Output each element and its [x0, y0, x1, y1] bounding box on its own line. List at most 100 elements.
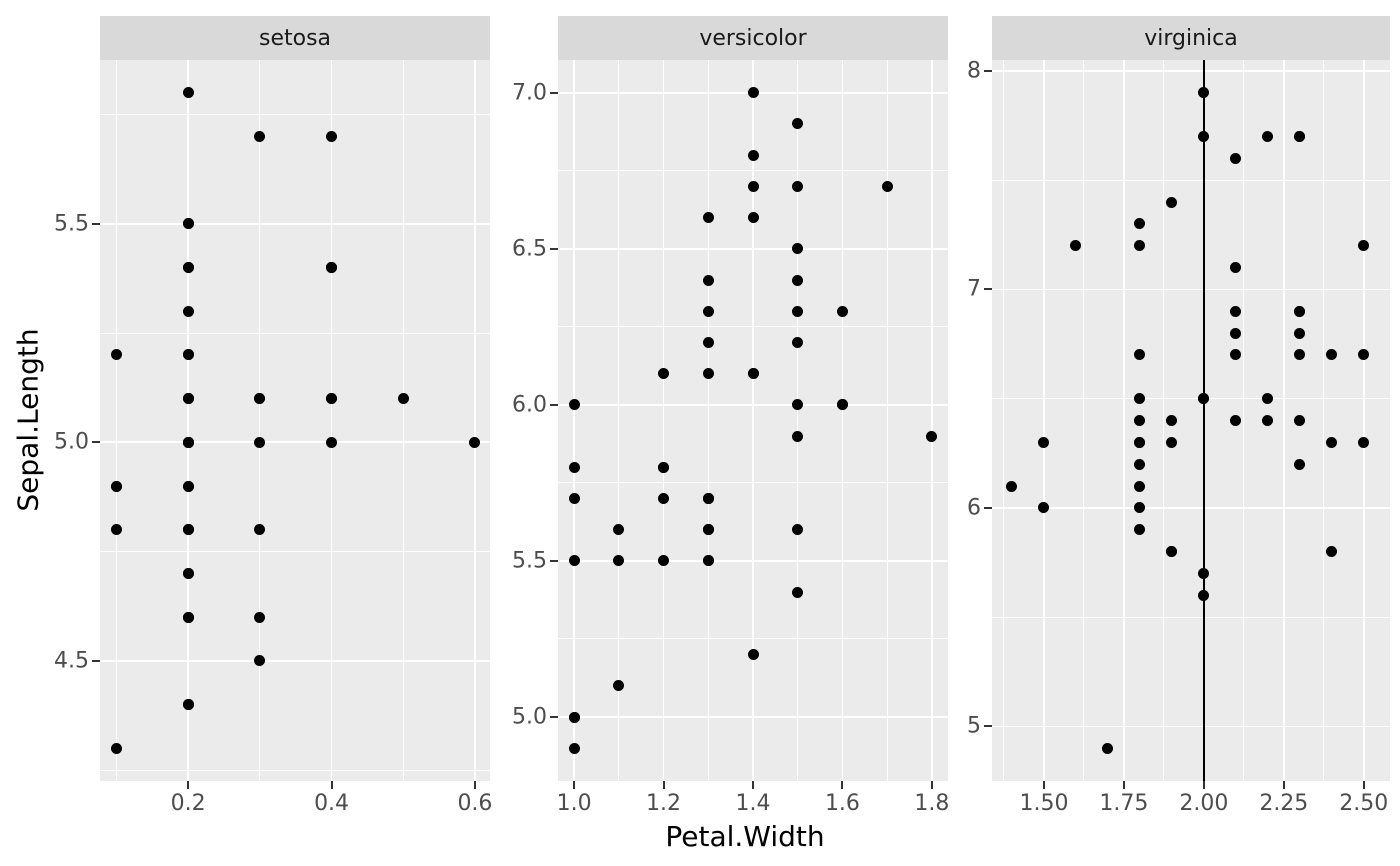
data-point: [1262, 130, 1274, 142]
data-point: [1038, 436, 1050, 448]
data-point: [1294, 327, 1306, 339]
x-tick-label: 1.0: [556, 791, 592, 816]
data-point: [1134, 218, 1146, 230]
data-point: [702, 212, 714, 224]
minor-gridline-h: [992, 398, 1390, 400]
y-tick-mark: [984, 725, 992, 728]
data-point: [254, 655, 266, 667]
data-point: [792, 336, 804, 348]
data-point: [1134, 436, 1146, 448]
data-point: [702, 305, 714, 317]
data-point: [792, 243, 804, 255]
y-tick-mark: [984, 69, 992, 72]
major-gridline-h: [558, 247, 948, 250]
data-point: [1134, 524, 1146, 536]
data-point: [702, 524, 714, 536]
data-point: [182, 436, 194, 448]
x-tick-mark: [930, 781, 933, 789]
data-point: [658, 461, 670, 473]
y-tick-label: 5.0: [512, 704, 547, 730]
data-point: [1230, 152, 1242, 164]
major-gridline-v: [187, 60, 190, 781]
x-tick-label: 0.6: [457, 791, 493, 816]
x-tick-label: 1.50: [1019, 791, 1069, 816]
minor-gridline-h: [100, 551, 490, 553]
data-point: [469, 436, 481, 448]
data-point: [792, 586, 804, 598]
data-point: [182, 480, 194, 492]
data-point: [1198, 567, 1210, 579]
major-gridline-h: [992, 725, 1390, 728]
y-tick-mark: [550, 716, 558, 718]
data-point: [568, 461, 580, 473]
x-tick-mark: [1122, 781, 1125, 789]
y-tick-label: 5.5: [54, 211, 89, 237]
data-point: [702, 274, 714, 286]
data-point: [1294, 305, 1306, 317]
data-point: [1198, 393, 1210, 405]
x-tick-mark: [1362, 781, 1365, 789]
y-tick-mark: [984, 288, 992, 291]
major-gridline-h: [100, 441, 490, 444]
minor-gridline-h: [100, 769, 490, 771]
data-point: [1134, 415, 1146, 426]
major-gridline-h: [558, 404, 948, 406]
data-point: [1134, 240, 1146, 252]
data-point: [1134, 480, 1146, 492]
data-point: [326, 436, 338, 448]
minor-gridline-v: [1243, 60, 1245, 781]
data-point: [1134, 458, 1146, 470]
strip-label: virginica: [1144, 25, 1238, 51]
data-point: [747, 649, 759, 661]
data-point: [1038, 502, 1050, 514]
data-point: [1358, 436, 1370, 448]
y-tick-label: 8: [967, 58, 981, 84]
data-point: [1262, 393, 1274, 405]
data-point: [182, 305, 194, 317]
strip-label: setosa: [258, 25, 332, 51]
data-point: [1134, 349, 1146, 361]
data-point: [702, 336, 714, 348]
minor-gridline-h: [100, 332, 490, 334]
major-gridline-v: [662, 60, 665, 781]
data-point: [1230, 327, 1242, 339]
x-tick-mark: [841, 781, 844, 789]
major-gridline-v: [1123, 60, 1125, 781]
data-point: [326, 262, 338, 274]
minor-gridline-v: [402, 60, 404, 781]
y-tick-label: 6.5: [512, 236, 547, 262]
x-tick-label: 2.00: [1179, 791, 1229, 816]
data-point: [568, 399, 580, 411]
data-point: [254, 393, 266, 405]
data-point: [182, 218, 194, 230]
data-point: [747, 368, 759, 380]
facet-panel-virginica: [992, 60, 1390, 781]
data-point: [1230, 349, 1242, 361]
major-gridline-v: [1043, 60, 1045, 781]
data-point: [702, 493, 714, 505]
y-axis-title: Sepal.Length: [11, 328, 45, 512]
data-point: [747, 87, 759, 99]
data-point: [1326, 546, 1338, 558]
data-point: [702, 368, 714, 380]
x-tick-label: 0.4: [314, 791, 350, 816]
y-tick-label: 5: [967, 713, 981, 739]
facet-panel-setosa: [100, 60, 490, 781]
data-point: [792, 305, 804, 317]
data-point: [1166, 196, 1178, 208]
data-point: [1134, 502, 1146, 514]
minor-gridline-h: [992, 179, 1390, 181]
major-gridline-v: [1362, 60, 1365, 781]
data-point: [1198, 87, 1210, 99]
x-tick-mark: [573, 781, 576, 789]
data-point: [254, 524, 266, 536]
data-point: [792, 399, 804, 411]
minor-gridline-v: [1163, 60, 1165, 781]
data-point: [1102, 742, 1114, 754]
data-point: [110, 349, 122, 361]
data-point: [926, 430, 938, 442]
major-gridline-h: [100, 223, 490, 225]
data-point: [182, 393, 194, 405]
data-point: [1230, 415, 1242, 426]
data-point: [881, 180, 893, 192]
